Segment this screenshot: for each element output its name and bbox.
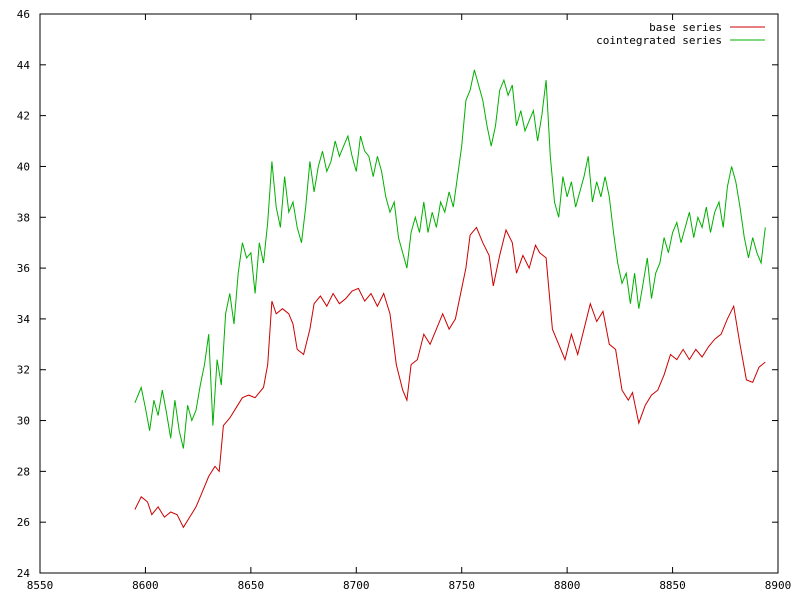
x-tick-label: 8550 <box>27 579 54 592</box>
axis-ticks <box>39 13 779 574</box>
y-tick-label: 34 <box>17 313 31 326</box>
x-tick-label: 8650 <box>238 579 265 592</box>
series-line-cointegrated <box>134 69 766 449</box>
y-tick-label: 46 <box>17 8 30 21</box>
y-tick-label: 24 <box>17 567 31 580</box>
y-tick-label: 44 <box>17 59 31 72</box>
y-tick-label: 30 <box>17 415 30 428</box>
series-line-base <box>134 226 766 529</box>
y-tick-label: 32 <box>17 364 30 377</box>
x-tick-label: 8800 <box>554 579 581 592</box>
y-tick-label: 40 <box>17 160 30 173</box>
x-tick-label: 8600 <box>132 579 159 592</box>
axis-tick-labels: 8550 8600 8650 8700 8750 8800 8850 8900 24 26 28 30… <box>17 8 792 592</box>
x-tick-label: 8700 <box>343 579 370 592</box>
y-tick-label: 42 <box>17 110 30 123</box>
y-tick-label: 36 <box>17 262 30 275</box>
x-tick-label: 8900 <box>765 579 792 592</box>
plot-frame <box>39 13 779 574</box>
series-lines <box>134 69 766 529</box>
y-tick-label: 28 <box>17 465 30 478</box>
y-tick-label: 38 <box>17 211 30 224</box>
y-tick-label: 26 <box>17 516 30 529</box>
x-tick-label: 8750 <box>448 579 475 592</box>
legend-label: cointegrated series <box>596 34 722 47</box>
legend-label: base series <box>649 21 722 34</box>
x-tick-label: 8850 <box>659 579 686 592</box>
